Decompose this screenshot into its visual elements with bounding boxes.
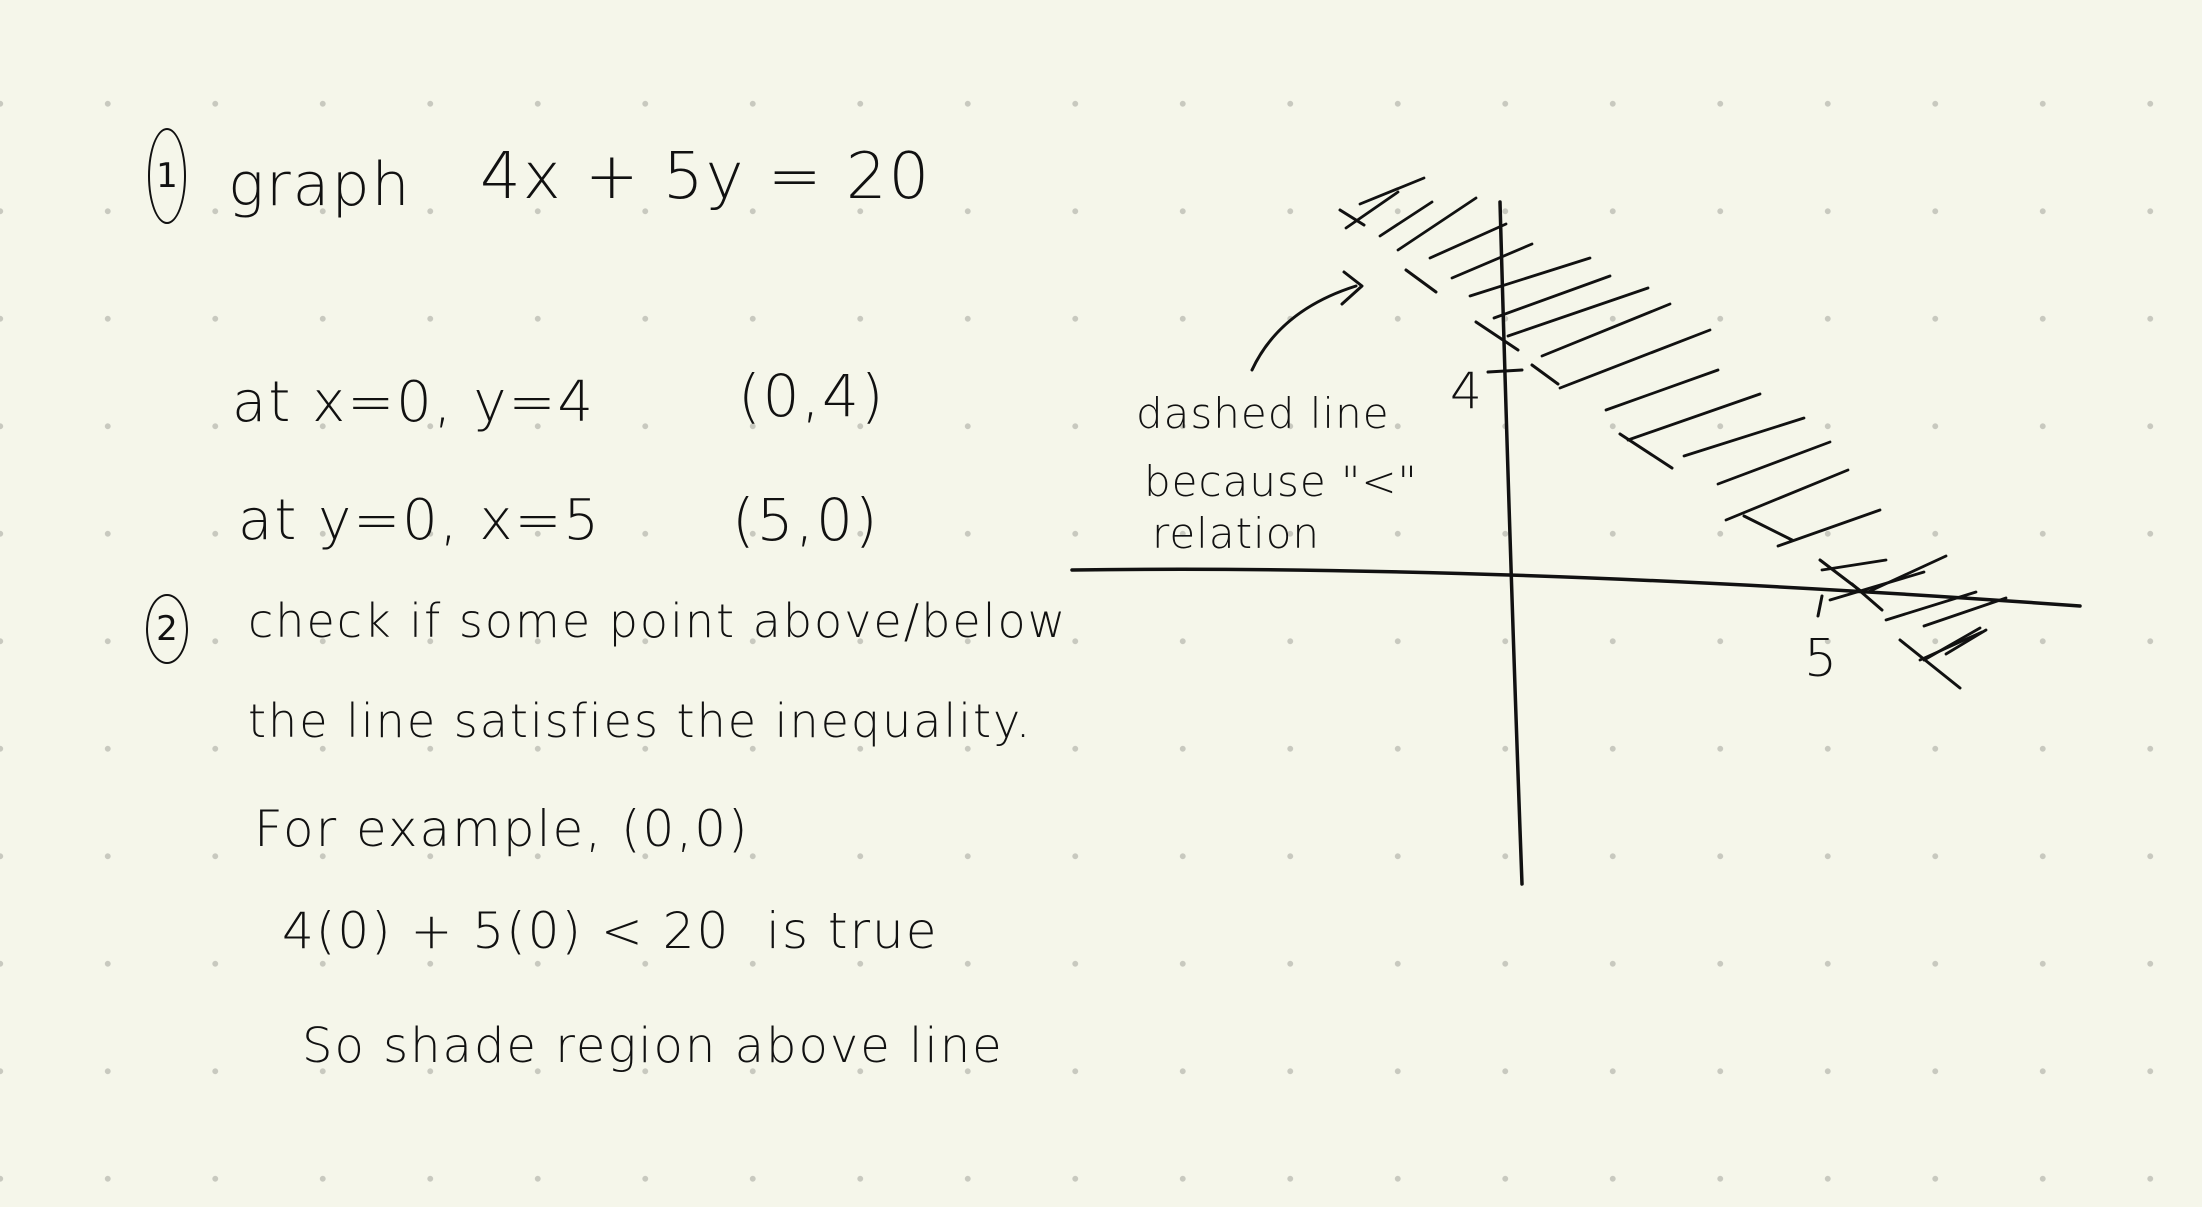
step-1-marker: 1 <box>148 128 186 224</box>
step-2-number: 2 <box>156 609 178 649</box>
annotation-line-2: because "<" <box>1144 457 1418 506</box>
annotation-arrowhead <box>1340 270 1364 306</box>
x-axis <box>1070 567 2082 608</box>
intercept-row-2-text: at y=0, x=5 <box>238 488 602 553</box>
annotation-line-3: relation <box>1152 509 1320 558</box>
step-1-title: graph <box>228 150 412 220</box>
y-intercept-label: 4 <box>1450 362 1482 420</box>
y-axis <box>1498 200 1524 886</box>
step-2-line-1: check if some point above/below <box>248 594 1068 648</box>
y-intercept-tick <box>1486 368 1524 374</box>
step-2-line-4: 4(0) + 5(0) < 20 is true <box>282 902 939 960</box>
step-2-marker: 2 <box>146 594 188 664</box>
step-2-line-3: For example, (0,0) <box>254 800 750 858</box>
annotation-line-1: dashed line <box>1136 389 1390 438</box>
annotation-arrow <box>1250 284 1358 372</box>
dashed-boundary-line <box>1338 208 1962 690</box>
shaded-region-hatching <box>1344 176 2008 662</box>
x-intercept-tick <box>1816 594 1824 618</box>
intercept-row-1-point: (0,4) <box>738 362 886 430</box>
step-2-line-5: So shade region above line <box>302 1018 1004 1074</box>
step-1-equation: 4x + 5y = 20 <box>480 140 932 214</box>
intercept-row-2-point: (5,0) <box>732 486 880 554</box>
intercept-row-1-text: at x=0, y=4 <box>232 370 596 435</box>
step-1-number: 1 <box>156 156 178 196</box>
x-intercept-label: 5 <box>1804 629 1837 689</box>
step-2-line-2: the line satisfies the inequality. <box>248 694 1033 748</box>
